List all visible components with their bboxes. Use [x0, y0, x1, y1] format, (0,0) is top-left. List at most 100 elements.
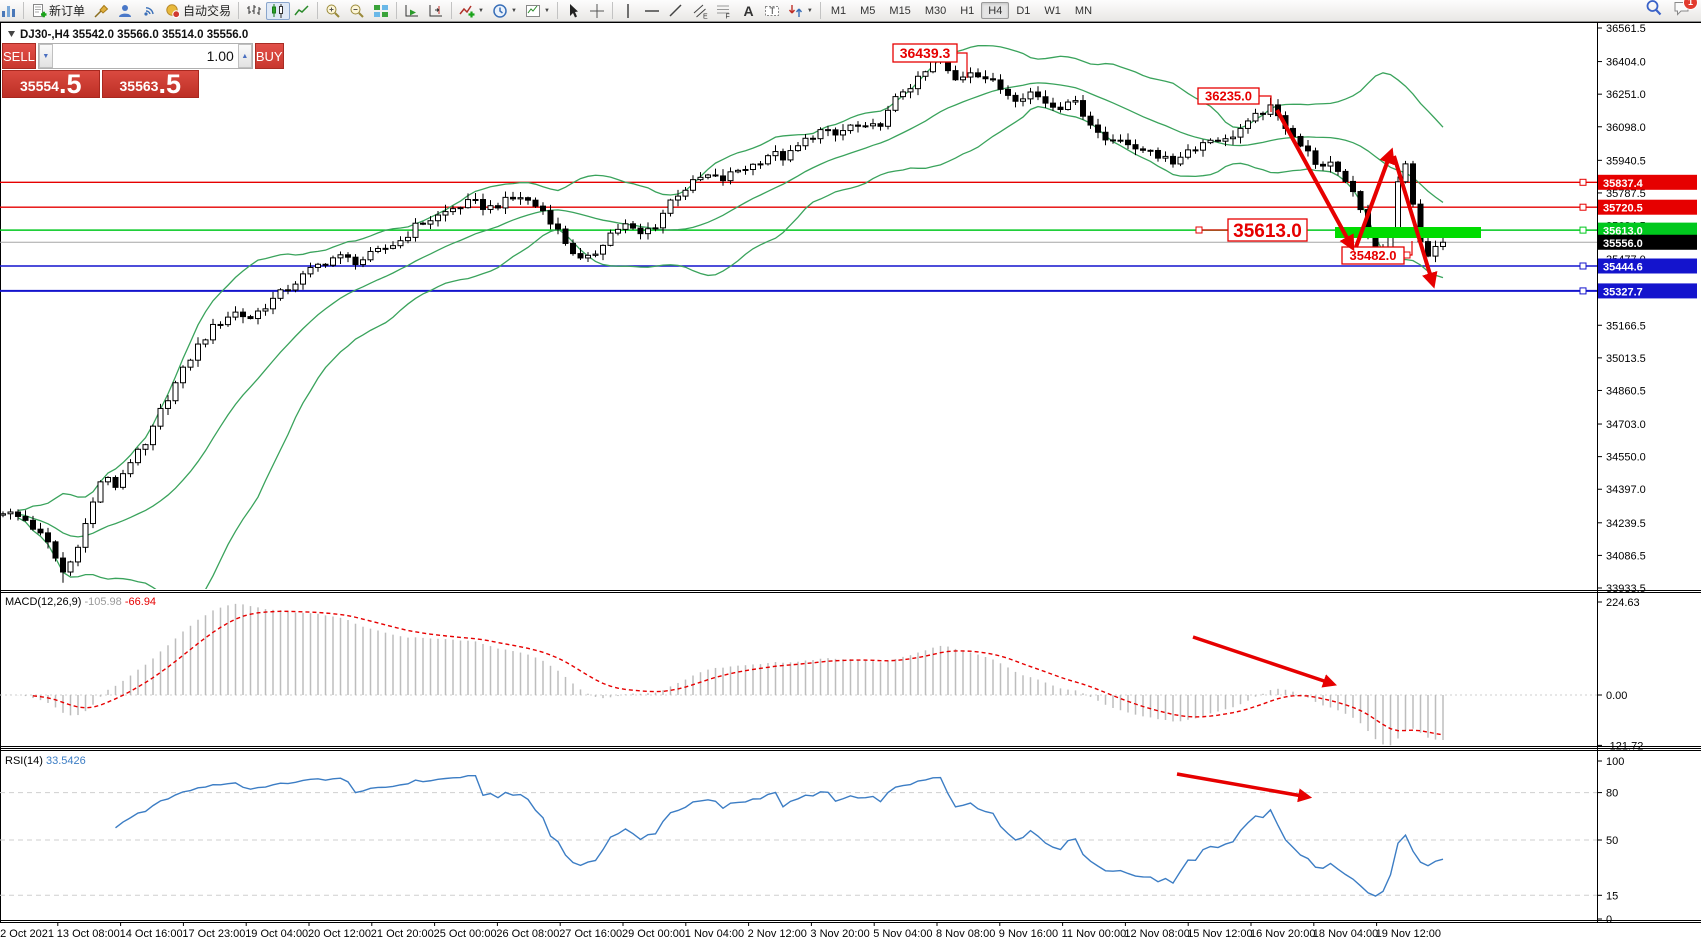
toolbar-text-label-button[interactable]: T: [760, 2, 784, 20]
toolbar-templates-button[interactable]: ▼: [521, 2, 554, 20]
chevron-down-icon: ▼: [806, 7, 813, 14]
toolbar-horizontal-line-button[interactable]: [640, 2, 664, 20]
svg-text:36098.0: 36098.0: [1606, 122, 1646, 134]
timeframe-h1-button[interactable]: H1: [960, 4, 975, 17]
svg-text:224.63: 224.63: [1606, 597, 1640, 609]
arrows-icon: [788, 3, 804, 19]
toolbar-search-button[interactable]: [1645, 0, 1663, 22]
svg-text:29 Oct 00:00: 29 Oct 00:00: [622, 928, 685, 940]
volume-decrease-button[interactable]: ▼: [38, 44, 53, 68]
timeframe-d1-button[interactable]: D1: [1016, 4, 1031, 17]
toolbar-fibonacci-button[interactable]: F: [712, 2, 736, 20]
toolbar-indicators-button[interactable]: ▼: [455, 2, 488, 20]
timeframe-w1-button[interactable]: W1: [1044, 4, 1061, 17]
equidistant-channel-icon: E: [692, 3, 708, 19]
svg-text:100: 100: [1606, 756, 1624, 768]
toolbar-zoom-out-button[interactable]: [345, 2, 369, 20]
toolbar-line-chart-button[interactable]: [290, 2, 314, 20]
toolbar-zoom-in-button[interactable]: [321, 2, 345, 20]
svg-text:34239.5: 34239.5: [1606, 518, 1646, 530]
sell-button[interactable]: SELL: [2, 43, 36, 69]
bar-chart-icon: [246, 3, 262, 19]
timeframe-m5-button[interactable]: M5: [860, 4, 876, 17]
toolbar-periods-button[interactable]: ▼: [488, 2, 521, 20]
toolbar-broom-button[interactable]: [89, 2, 113, 20]
search-icon: [1645, 0, 1663, 21]
zoom-in-icon: [325, 3, 341, 19]
toolbar-market-watch-button[interactable]: [0, 2, 20, 20]
timeframe-m15-button[interactable]: M15: [889, 4, 911, 17]
svg-text:14 Oct 16:00: 14 Oct 16:00: [120, 928, 183, 940]
toolbar-crosshair-button[interactable]: [585, 2, 609, 20]
expert-advisors-icon: [117, 3, 133, 19]
toolbar-bar-chart-button[interactable]: [242, 2, 266, 20]
sell-price[interactable]: 35554.5: [2, 70, 100, 98]
svg-text:8 Nov 08:00: 8 Nov 08:00: [936, 928, 995, 940]
support-zone-rectangle: [1335, 227, 1481, 238]
svg-text:36404.0: 36404.0: [1606, 57, 1646, 69]
toolbar-arrows-button[interactable]: ▼: [784, 2, 817, 20]
annotations[interactable]: 36439.3 36235.0 35613.0 35482.0: [892, 43, 1481, 803]
svg-text:15 Nov 12:00: 15 Nov 12:00: [1187, 928, 1252, 940]
buy-button[interactable]: BUY: [254, 43, 284, 69]
toolbar-tile-windows-button[interactable]: [369, 2, 393, 20]
chevron-down-icon: ▼: [510, 7, 517, 14]
volume-increase-button[interactable]: ▲: [237, 44, 252, 68]
toolbar-new-order-label: 新订单: [49, 4, 86, 18]
toolbar-separator: [451, 2, 453, 19]
toolbar-signals-button[interactable]: [137, 2, 161, 20]
svg-text:T: T: [769, 6, 775, 16]
toolbar-new-order-button[interactable]: 新订单: [27, 2, 89, 20]
svg-text:12 Oct 2021: 12 Oct 2021: [0, 928, 54, 940]
svg-text:36251.0: 36251.0: [1606, 89, 1646, 101]
buy-price-fraction: .5: [158, 69, 181, 99]
svg-text:18 Nov 04:00: 18 Nov 04:00: [1313, 928, 1378, 940]
toolbar-cursor-button[interactable]: [561, 2, 585, 20]
svg-text:35327.7: 35327.7: [1603, 286, 1643, 298]
toolbar-equidistant-channel-button[interactable]: E: [688, 2, 712, 20]
timeframe-mn-button[interactable]: MN: [1074, 4, 1093, 17]
toolbar-text-button[interactable]: A: [736, 2, 760, 20]
chevron-down-icon: ▼: [478, 7, 484, 14]
svg-text:33933.5: 33933.5: [1606, 583, 1646, 595]
timeframe-h4-button[interactable]: H4: [981, 2, 1010, 19]
toolbar-chart-shift-button[interactable]: [424, 2, 448, 20]
signals-icon: [141, 3, 157, 19]
buy-price[interactable]: 35563.5: [101, 69, 199, 99]
notification-badge: 1: [1683, 0, 1698, 10]
svg-text:16 Nov 20:00: 16 Nov 20:00: [1250, 928, 1315, 940]
bollinger-bands: [17, 44, 1444, 589]
svg-text:35613.0: 35613.0: [1233, 221, 1302, 242]
toolbar-vertical-line-button[interactable]: [616, 2, 640, 20]
svg-text:5 Nov 04:00: 5 Nov 04:00: [873, 928, 932, 940]
timeframe-m30-button[interactable]: M30: [924, 4, 947, 17]
svg-text:36561.5: 36561.5: [1606, 23, 1646, 35]
svg-text:1 Nov 04:00: 1 Nov 04:00: [685, 928, 744, 940]
price-axis[interactable]: 36561.5 36404.0 36251.0 36098.0 35940.5 35787…: [1597, 23, 1646, 595]
price-annotation-box: [1341, 246, 1405, 265]
toolbar-chat-button[interactable]: 1: [1673, 0, 1698, 21]
toolbar-trendline-button[interactable]: [664, 2, 688, 20]
svg-text:19 Nov 12:00: 19 Nov 12:00: [1376, 928, 1441, 940]
toolbar-auto-scroll-button[interactable]: [400, 2, 424, 20]
toolbar-auto-trading-button[interactable]: 自动交易: [161, 2, 235, 20]
templates-icon: [525, 3, 541, 19]
auto-trading-icon: [165, 3, 181, 19]
volume-input[interactable]: [52, 44, 238, 68]
svg-text:35166.5: 35166.5: [1606, 320, 1646, 332]
toolbar-expert-advisors-button[interactable]: [113, 2, 137, 20]
market-watch-icon: [0, 3, 16, 19]
toolbar-separator: [396, 2, 398, 19]
horizontal-line-icon: [644, 3, 660, 19]
timeframe-m1-button[interactable]: M1: [830, 4, 847, 17]
svg-text:35720.5: 35720.5: [1603, 203, 1643, 215]
svg-text:26 Oct 08:00: 26 Oct 08:00: [496, 928, 559, 940]
toolbar-auto-trading-label: 自动交易: [183, 4, 232, 18]
svg-text:9 Nov 16:00: 9 Nov 16:00: [999, 928, 1058, 940]
one-click-trading-panel: SELL ▼ ▲ BUY 35554.5 35563.5: [2, 43, 284, 99]
toolbar-candle-chart-button[interactable]: [266, 1, 291, 20]
tile-windows-icon: [373, 3, 389, 19]
indicators-icon: [459, 3, 475, 19]
